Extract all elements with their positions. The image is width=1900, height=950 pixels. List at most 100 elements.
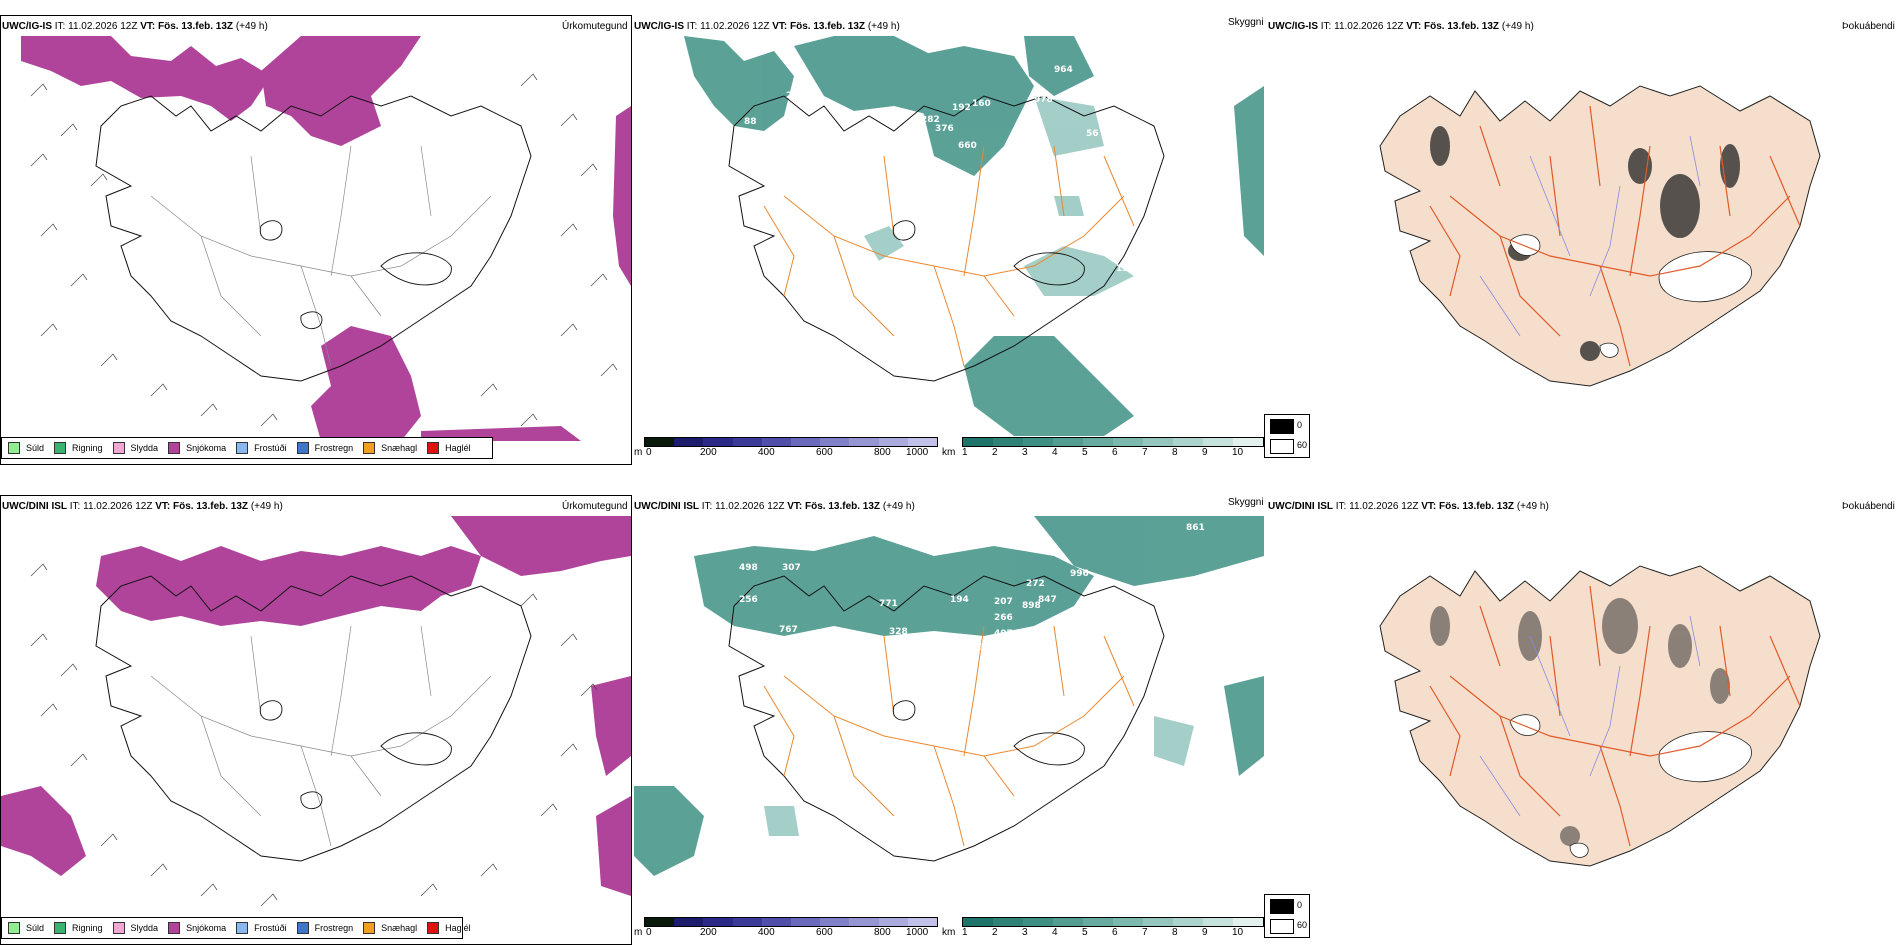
iceland-coastline <box>95 95 532 382</box>
visibility-tick: 3 <box>1022 927 1028 938</box>
fog-key-high: 0 <box>1297 420 1303 430</box>
ceiling-value: 88 <box>744 117 757 127</box>
ceiling-value: 376 <box>935 124 954 134</box>
ceiling-tick: 200 <box>700 927 717 938</box>
ceiling-value: 160 <box>972 99 991 109</box>
model-name: UWC/IG-IS <box>1268 21 1318 32</box>
visibility-tick: 8 <box>1172 447 1178 458</box>
roads <box>763 625 1135 847</box>
legend-item: Slydda <box>112 442 158 454</box>
ceiling-colorbar <box>644 917 938 927</box>
ceiling-tick: 800 <box>874 447 891 458</box>
ceiling-value: 344 <box>940 244 959 254</box>
lead-time: (+49 h) <box>1501 21 1534 32</box>
visibility-colorbar <box>962 437 1264 447</box>
visibility-tick: 7 <box>1142 927 1148 938</box>
precip-title: Úrkomutegund <box>562 501 628 512</box>
model-name: UWC/IG-IS <box>2 21 52 32</box>
visibility-tick: 6 <box>1112 927 1118 938</box>
legend-item: Frostregn <box>296 922 353 934</box>
model-name: UWC/DINI ISL <box>1268 501 1333 512</box>
glaciers <box>892 220 1085 286</box>
ceiling-value: 847 <box>1038 595 1057 605</box>
row1-ceiling-scale: m 0 200 400 600 800 1000 <box>634 917 939 941</box>
ceiling-value: 407 <box>994 629 1013 639</box>
it-label: IT: <box>686 21 698 32</box>
rivers <box>1479 135 1701 337</box>
fog-key-high: 0 <box>1297 900 1303 910</box>
roads <box>1429 585 1801 847</box>
legend-item: Haglél <box>427 442 471 454</box>
ceiling-unit: m <box>634 447 643 458</box>
ceiling-tick: 1000 <box>906 447 929 458</box>
vt-label: VT: <box>772 21 788 32</box>
legend-item: Haglél <box>427 922 471 934</box>
lead-time: (+49 h) <box>882 501 915 512</box>
visibility-tick: 4 <box>1052 927 1058 938</box>
ceiling-unit: m <box>634 927 643 938</box>
ceiling-tick: 600 <box>816 447 833 458</box>
row1-header-mid: UWC/DINI ISL IT: 11.02.2026 12Z VT: Fös.… <box>634 501 915 513</box>
row1-fog-key: 0 60 <box>1264 894 1310 938</box>
vt-value: Fös. 13.feb. 13Z <box>1439 501 1515 512</box>
ceiling-value: 498 <box>739 563 758 573</box>
glaciers <box>259 700 452 810</box>
visibility-tick: 5 <box>1082 447 1088 458</box>
ceiling-value: 771 <box>879 599 898 609</box>
row0-visibility-scale: km 1 2 3 4 5 6 7 8 9 10 <box>942 437 1266 461</box>
row0-precip-map <box>21 36 631 441</box>
ceiling-value: 282 <box>921 115 940 125</box>
wind-barbs <box>30 73 618 427</box>
it-value: 11.02.2026 12Z <box>68 21 138 32</box>
ceiling-tick: 0 <box>646 447 652 458</box>
visibility-title: Skyggni <box>1228 17 1264 28</box>
row1-header-right: UWC/DINI ISL IT: 11.02.2026 12Z VT: Fös.… <box>1268 501 1549 513</box>
glaciers <box>259 220 452 330</box>
lead-time: (+49 h) <box>250 501 283 512</box>
vt-label: VT: <box>155 501 171 512</box>
it-value: 11.02.2026 12Z <box>1334 21 1404 32</box>
vt-value: Fös. 13.feb. 13Z <box>158 21 234 32</box>
vt-value: Fös. 13.feb. 13Z <box>173 501 249 512</box>
visibility-tick: 1 <box>962 447 968 458</box>
row0-fog-map <box>1379 85 1821 387</box>
legend-item: Slydda <box>112 922 158 934</box>
visibility-shading-light <box>764 716 1194 836</box>
ceiling-value: 207 <box>994 597 1013 607</box>
model-name: UWC/IG-IS <box>634 21 684 32</box>
visibility-tick: 9 <box>1202 927 1208 938</box>
row1-header-left: UWC/DINI ISL IT: 11.02.2026 12Z VT: Fös.… <box>2 501 283 513</box>
row1-fog-map <box>1379 565 1821 867</box>
legend-item: Rigning <box>54 922 103 934</box>
ceiling-tick: 0 <box>646 927 652 938</box>
roads <box>763 145 1135 367</box>
model-name: UWC/DINI ISL <box>634 501 699 512</box>
visibility-unit: km <box>942 447 956 458</box>
ceiling-value: 427 <box>802 637 821 647</box>
vt-value: Fös. 13.feb. 13Z <box>1424 21 1500 32</box>
ceiling-tick: 400 <box>758 927 775 938</box>
ceiling-values: 498 307 256 767 427 771 328 194 207 266 … <box>648 523 1205 911</box>
ceiling-value: 898 <box>1022 601 1041 611</box>
row1-visibility-map: 498 307 256 767 427 771 328 194 207 266 … <box>634 516 1264 911</box>
visibility-tick: 6 <box>1112 447 1118 458</box>
it-label: IT: <box>701 501 713 512</box>
vt-label: VT: <box>140 21 156 32</box>
legend-item: Snæhagl <box>363 922 417 934</box>
snow-areas <box>1 516 631 896</box>
vt-label: VT: <box>1406 21 1422 32</box>
ceiling-value: 56 <box>1086 129 1099 139</box>
wind-barbs <box>30 563 598 907</box>
it-value: 11.02.2026 12Z <box>715 501 785 512</box>
vt-value: Fös. 13.feb. 13Z <box>805 501 881 512</box>
legend-item: Súld <box>8 922 44 934</box>
visibility-title: Skyggni <box>1228 497 1264 508</box>
row1-precip-map <box>1 516 631 907</box>
visibility-tick: 10 <box>1232 927 1244 938</box>
fog-key-low: 60 <box>1297 920 1308 930</box>
lead-time: (+49 h) <box>867 21 900 32</box>
lead-time: (+49 h) <box>235 21 268 32</box>
glacier-white <box>1509 714 1752 858</box>
fog-title: Þokuábendi <box>1842 501 1895 512</box>
row0-header-mid: UWC/IG-IS IT: 11.02.2026 12Z VT: Fös. 13… <box>634 21 900 33</box>
